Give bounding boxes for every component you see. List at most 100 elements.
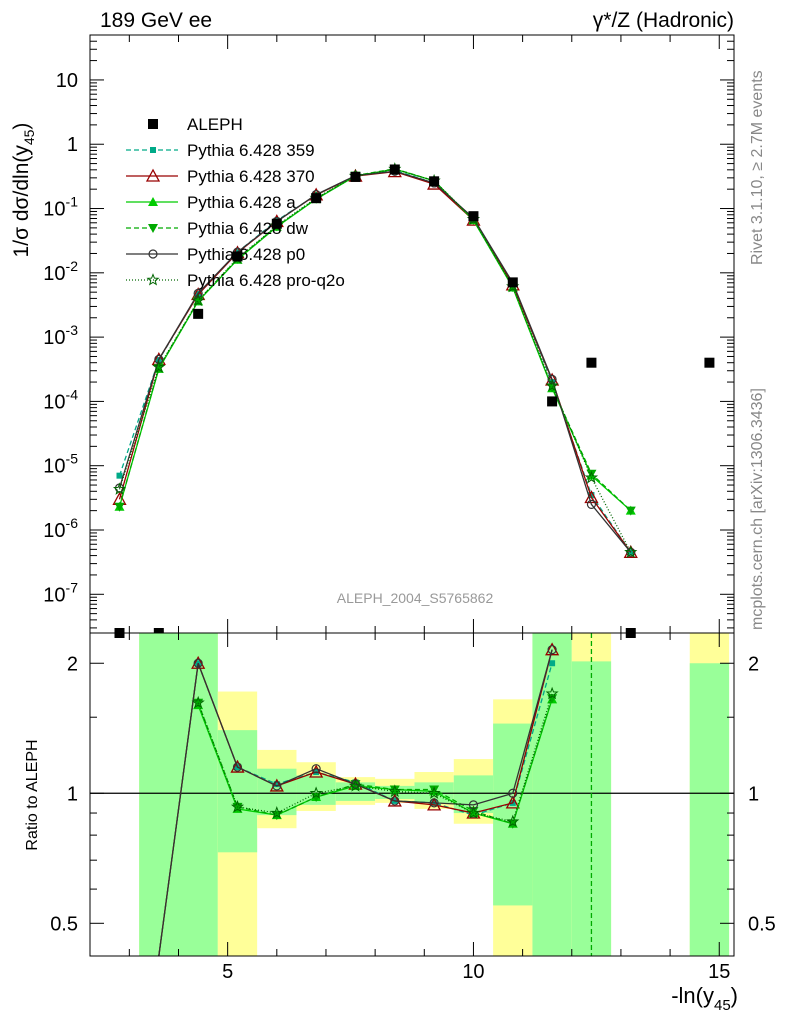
ratio-inner-band	[532, 633, 572, 956]
aleph-data-point	[193, 308, 204, 319]
ratio-point-3	[389, 785, 400, 795]
aleph-data-point	[350, 171, 361, 182]
legend-marker	[148, 119, 158, 129]
legend-label: Pythia 6.428 p0	[187, 245, 305, 264]
series-point-5	[191, 293, 205, 307]
ratio-line-2	[197, 699, 553, 825]
ratio-panel-series	[158, 633, 593, 957]
series-point-0	[588, 492, 595, 499]
series-point-5	[152, 360, 166, 373]
ratio-point-1	[191, 655, 206, 669]
ratio-point-4	[429, 798, 439, 808]
main-y-tick-base: 10	[43, 263, 65, 285]
legend-marker	[145, 168, 161, 182]
series-point-5	[545, 378, 559, 392]
ratio-point-4	[390, 796, 400, 806]
ratio-y-axis-label: Ratio to ALEPH	[24, 739, 41, 850]
main-y-tick-label: 10-6	[43, 515, 78, 542]
ratio-uncertainty-bands	[90, 633, 734, 956]
aleph-data-point	[311, 193, 322, 204]
series-line-4	[118, 170, 632, 553]
legend-label: Pythia 6.428 pro-q2o	[187, 271, 345, 290]
main-y-tick-label: 10-5	[43, 451, 78, 478]
ratio-point-1	[505, 795, 520, 809]
ratio-point-3	[468, 806, 479, 816]
ratio-y-tick-label-right: 1	[748, 783, 759, 805]
ratio-point-1	[230, 759, 245, 773]
title-left: 189 GeV ee	[100, 9, 212, 32]
main-y-tick-base: 10	[43, 584, 65, 606]
analysis-watermark: ALEPH_2004_S5765862	[337, 590, 494, 606]
main-y-tick-label: 10-4	[43, 386, 78, 413]
series-point-4	[154, 354, 164, 365]
ratio-line-4	[158, 649, 553, 957]
ratio-point-1	[427, 797, 442, 811]
ratio-point-5	[230, 799, 245, 813]
ratio-point-5	[427, 786, 441, 799]
ratio-point-1	[545, 642, 560, 656]
ratio-y-tick-label: 2	[67, 653, 78, 675]
main-y-tick-exponent: -2	[66, 258, 79, 274]
aleph-data-point	[271, 218, 282, 229]
ratio-point-4	[547, 645, 557, 655]
legend-label: ALEPH	[187, 115, 243, 134]
rivet-version-text: Rivet 3.1.10, ≥ 2.7M events	[749, 70, 766, 265]
main-y-tick-base: 10	[43, 327, 65, 349]
mcplots-source-text: mcplots.cern.ch [arXiv:1306.3436]	[749, 388, 766, 630]
main-y-tick-base: 10	[56, 70, 78, 92]
ratio-axis-ticks: 0.5 0.5 1 1 2 2 5 10 15	[50, 633, 776, 983]
series-point-4	[586, 499, 597, 510]
main-y-tick-label: 1	[67, 134, 78, 156]
main-y-tick-exponent: -4	[66, 386, 79, 402]
series-point-3	[625, 506, 636, 516]
legend-marker	[148, 197, 158, 206]
series-point-3	[114, 502, 125, 512]
main-y-tick-base: 10	[43, 391, 65, 413]
main-y-tick-base: 1	[67, 134, 78, 156]
legend-marker	[150, 147, 156, 153]
legend-label: Pythia 6.428 dw	[187, 219, 309, 238]
series-point-3	[586, 469, 597, 479]
series-point-4	[626, 547, 636, 557]
main-y-tick-label: 10	[56, 70, 78, 92]
ratio-point-4	[232, 762, 243, 772]
ratio-inner-band	[689, 663, 730, 956]
series-point-4	[547, 374, 557, 384]
legend: ALEPH Pythia 6.428 359 Pythia 6.428 370 Pyt…	[126, 115, 345, 290]
aleph-data-point	[547, 396, 558, 407]
ratio-point-5	[466, 806, 481, 819]
ratio-y-tick-label: 0.5	[50, 913, 78, 935]
main-y-tick-label: 10-3	[43, 322, 78, 349]
ratio-point-5	[506, 814, 520, 828]
ratio-point-4	[193, 658, 203, 668]
ratio-inner-band	[217, 730, 258, 853]
legend-marker	[146, 273, 160, 286]
x-axis-label: -ln(y45)	[671, 983, 738, 1014]
ratio-line-5	[197, 693, 553, 823]
ratio-point-0	[549, 660, 556, 667]
x-tick-label: 10	[462, 961, 484, 983]
ratio-point-4	[272, 781, 282, 791]
ratio-y-tick-label: 1	[67, 783, 78, 805]
ratio-inner-band	[139, 633, 218, 956]
x-tick-label: 15	[708, 961, 730, 983]
aleph-data-point	[507, 277, 518, 288]
legend-label: Pythia 6.428 a	[187, 193, 296, 212]
main-y-tick-exponent: -6	[66, 515, 79, 531]
aleph-data-point	[232, 251, 243, 262]
aleph-data-point	[389, 164, 400, 175]
aleph-data-point	[468, 211, 479, 222]
aleph-data-point	[429, 176, 440, 187]
ratio-point-5	[191, 695, 205, 709]
main-y-tick-base: 10	[43, 520, 65, 542]
ratio-point-4	[311, 764, 321, 774]
main-y-tick-label: 10-1	[43, 194, 78, 221]
main-y-tick-exponent: -5	[66, 451, 79, 467]
series-point-4	[193, 288, 203, 298]
ratio-point-5	[309, 786, 323, 799]
ratio-point-5	[388, 784, 402, 798]
main-y-tick-exponent: -3	[66, 322, 79, 338]
legend-marker	[148, 249, 158, 259]
